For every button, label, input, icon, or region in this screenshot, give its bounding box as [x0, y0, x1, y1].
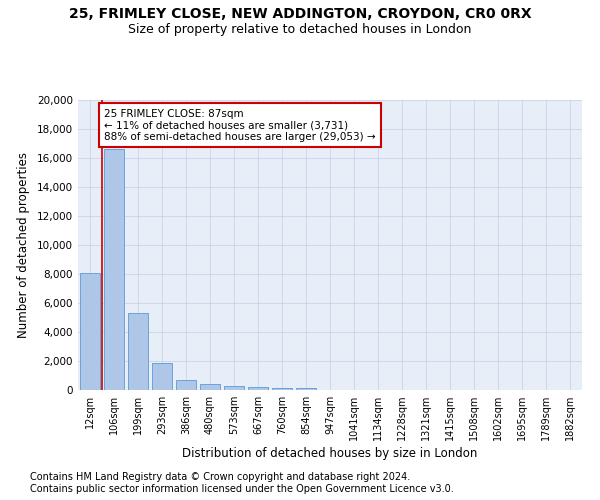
- Bar: [272, 388, 292, 390]
- Bar: [200, 384, 220, 390]
- Text: Contains HM Land Registry data © Crown copyright and database right 2024.: Contains HM Land Registry data © Crown c…: [30, 472, 410, 482]
- Y-axis label: Number of detached properties: Number of detached properties: [17, 152, 30, 338]
- X-axis label: Distribution of detached houses by size in London: Distribution of detached houses by size …: [182, 448, 478, 460]
- Bar: [128, 313, 148, 390]
- Bar: [224, 386, 244, 390]
- Bar: [296, 388, 316, 390]
- Bar: [248, 387, 268, 390]
- Text: 25, FRIMLEY CLOSE, NEW ADDINGTON, CROYDON, CR0 0RX: 25, FRIMLEY CLOSE, NEW ADDINGTON, CROYDO…: [68, 8, 532, 22]
- Bar: [80, 272, 100, 390]
- Text: Size of property relative to detached houses in London: Size of property relative to detached ho…: [128, 22, 472, 36]
- Bar: [176, 380, 196, 390]
- Bar: [152, 363, 172, 390]
- Text: 25 FRIMLEY CLOSE: 87sqm
← 11% of detached houses are smaller (3,731)
88% of semi: 25 FRIMLEY CLOSE: 87sqm ← 11% of detache…: [104, 108, 376, 142]
- Bar: [104, 150, 124, 390]
- Text: Contains public sector information licensed under the Open Government Licence v3: Contains public sector information licen…: [30, 484, 454, 494]
